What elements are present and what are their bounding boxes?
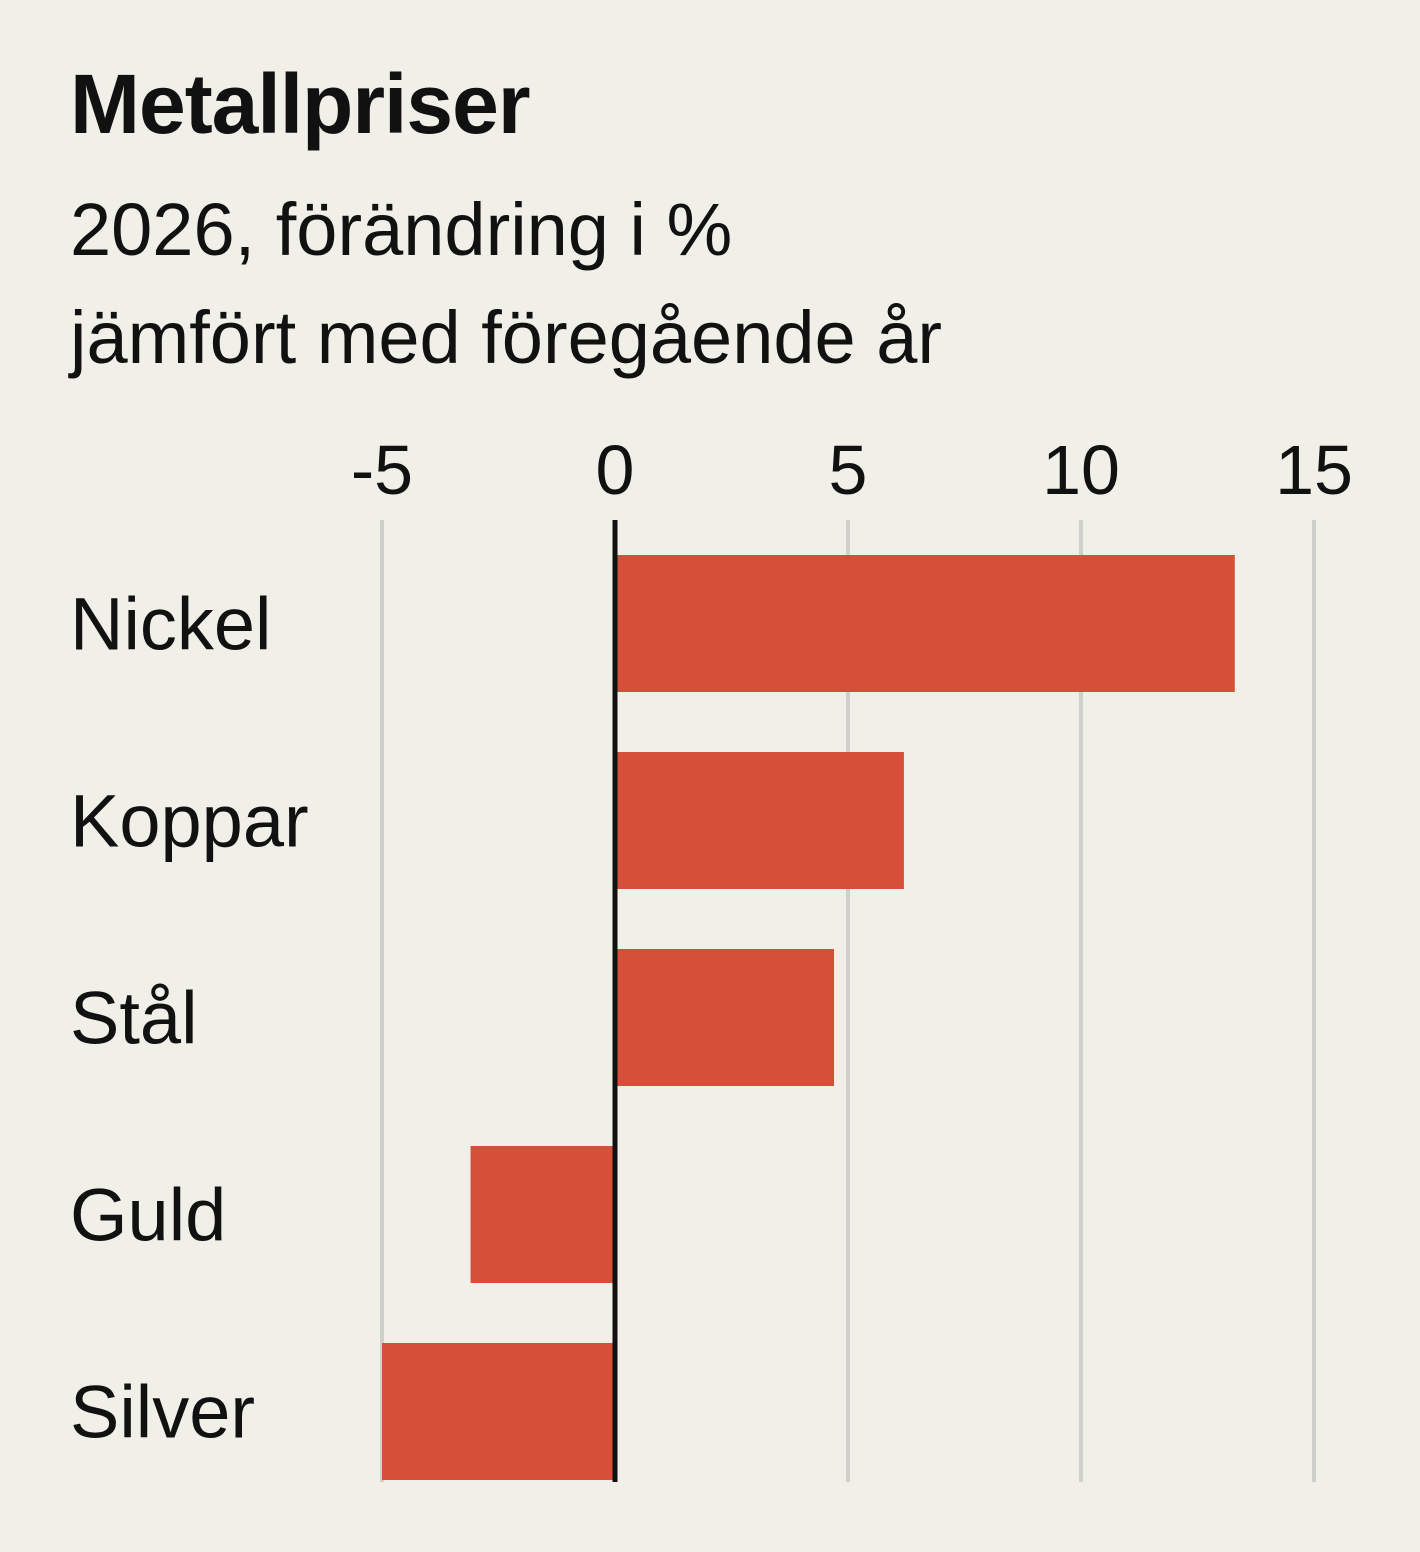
x-tick-label: 0 (596, 431, 635, 509)
category-label: Stål (70, 977, 198, 1060)
bar-silver (382, 1343, 615, 1480)
x-tick-label: 10 (1042, 431, 1120, 509)
x-tick-label: 15 (1275, 431, 1353, 509)
bar-koppar (615, 752, 904, 889)
bar-nickel (615, 555, 1235, 692)
x-tick-label: -5 (351, 431, 413, 509)
category-label: Guld (70, 1174, 226, 1257)
category-label: Koppar (70, 780, 309, 863)
category-label: Silver (70, 1371, 255, 1454)
category-labels: Nickel Koppar Stål Guld Silver (70, 583, 309, 1454)
chart-title: Metallpriser (70, 57, 531, 151)
bar-guld (470, 1146, 615, 1283)
x-tick-label: 5 (829, 431, 868, 509)
bar-stål (615, 949, 835, 1086)
bars (382, 555, 1235, 1480)
chart-subtitle: 2026, förändring i % jämfört med föregåe… (70, 176, 942, 392)
subtitle-line-1: 2026, förändring i % (70, 188, 733, 271)
category-label: Nickel (70, 583, 271, 666)
subtitle-line-2: jämfört med föregående år (70, 296, 943, 379)
x-axis-tick-labels: -5 0 5 10 15 (351, 431, 1353, 509)
